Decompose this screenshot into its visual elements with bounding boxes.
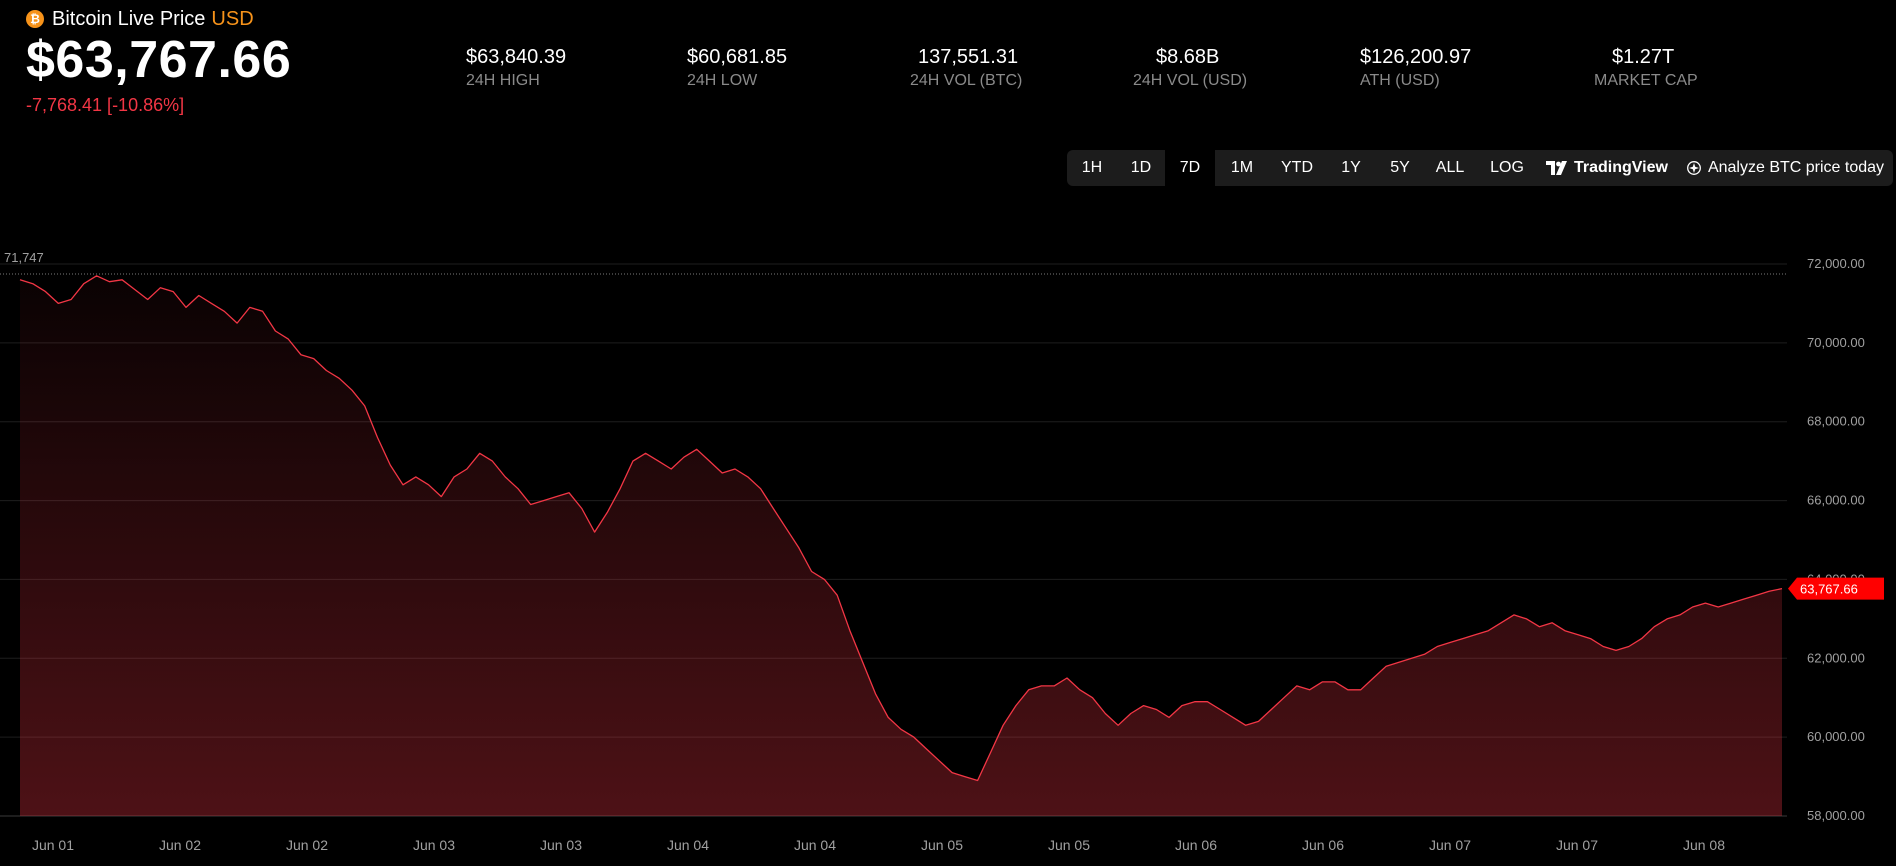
range-1h-button[interactable]: 1H xyxy=(1067,150,1117,186)
stat-ath: $126,200.97 ATH (USD) xyxy=(1360,46,1471,90)
currency-label: USD xyxy=(211,7,254,30)
price-area xyxy=(20,275,1782,816)
stat-24h-low: $60,681.85 24H LOW xyxy=(687,46,787,90)
chart-toolbar: 1H 1D 7D 1M YTD 1Y 5Y ALL LOG TradingVie… xyxy=(1067,150,1893,186)
stat-market-cap: $1.27T MARKET CAP xyxy=(1594,46,1698,90)
stat-24h-vol-btc: 137,551.31 24H VOL (BTC) xyxy=(910,46,1022,90)
x-tick-label: Jun 01 xyxy=(32,837,74,853)
current-price: $63,767.66 xyxy=(26,31,292,89)
stat-value: $1.27T xyxy=(1612,46,1675,68)
price-line xyxy=(19,275,1783,782)
price-change: -7,768.41 [-10.86%] xyxy=(26,95,185,115)
x-tick-label: Jun 06 xyxy=(1302,837,1344,853)
x-tick-label: Jun 07 xyxy=(1429,837,1471,853)
last-price-label: 63,767.66 xyxy=(1800,582,1858,597)
y-tick-label: 62,000.00 xyxy=(1807,650,1865,665)
stat-label: MARKET CAP xyxy=(1594,72,1698,89)
stat-label: 24H VOL (BTC) xyxy=(910,72,1023,89)
stat-label: 24H HIGH xyxy=(466,72,540,89)
title-text: Bitcoin Live Price xyxy=(52,7,206,30)
reference-label: 71,747 xyxy=(4,250,44,265)
last-price-tag xyxy=(1788,577,1884,600)
bitcoin-icon: ₿ xyxy=(26,10,44,28)
stat-24h-high: $63,840.39 24H HIGH xyxy=(466,46,566,90)
x-tick-label: Jun 06 xyxy=(1175,837,1217,853)
analyze-btc-button[interactable]: Analyze BTC price today xyxy=(1677,150,1893,186)
x-tick-label: Jun 08 xyxy=(1683,837,1725,853)
y-tick-label: 70,000.00 xyxy=(1807,335,1865,350)
y-tick-label: 72,000.00 xyxy=(1807,256,1865,271)
range-1m-button[interactable]: 1M xyxy=(1215,150,1269,186)
log-scale-button[interactable]: LOG xyxy=(1477,150,1537,186)
y-tick-label: 60,000.00 xyxy=(1807,729,1865,744)
stat-value: 137,551.31 xyxy=(918,46,1019,68)
analyze-label: Analyze BTC price today xyxy=(1707,159,1885,176)
stat-24h-vol-usd: $8.68B 24H VOL (USD) xyxy=(1133,46,1247,90)
stat-value: $8.68B xyxy=(1156,46,1220,68)
x-tick-label: Jun 02 xyxy=(159,837,201,853)
x-axis: Jun 01 Jun 02 Jun 02 Jun 03 Jun 03 Jun 04 Jun … xyxy=(32,837,1725,853)
range-ytd-button[interactable]: YTD xyxy=(1269,150,1325,186)
tradingview-label: TradingView xyxy=(1574,159,1668,176)
x-tick-label: Jun 03 xyxy=(413,837,455,853)
range-5y-button[interactable]: 5Y xyxy=(1377,150,1423,186)
stat-label: ATH (USD) xyxy=(1360,72,1440,89)
x-tick-label: Jun 04 xyxy=(794,837,836,853)
stat-value: $126,200.97 xyxy=(1360,46,1472,68)
stat-label: 24H LOW xyxy=(687,72,758,89)
y-tick-label: 68,000.00 xyxy=(1807,414,1865,429)
x-tick-label: Jun 03 xyxy=(540,837,582,853)
x-tick-label: Jun 02 xyxy=(286,837,328,853)
range-all-button[interactable]: ALL xyxy=(1423,150,1477,186)
range-1d-button[interactable]: 1D xyxy=(1117,150,1165,186)
stat-value: $63,840.39 xyxy=(466,46,567,68)
x-tick-label: Jun 05 xyxy=(1048,837,1090,853)
tradingview-icon xyxy=(1546,161,1568,175)
y-tick-label: 66,000.00 xyxy=(1807,493,1865,508)
last-price-marker: 63,767.66 xyxy=(1788,577,1884,600)
x-tick-label: Jun 04 xyxy=(667,837,709,853)
range-7d-button[interactable]: 7D xyxy=(1165,150,1215,186)
x-tick-label: Jun 05 xyxy=(921,837,963,853)
y-tick-label: 58,000.00 xyxy=(1807,808,1865,823)
sparkle-icon xyxy=(1687,161,1701,175)
stat-value: $60,681.85 xyxy=(687,46,788,68)
tradingview-button[interactable]: TradingView xyxy=(1537,150,1677,186)
coin-title: ₿ Bitcoin Live Price USD xyxy=(26,6,254,32)
y-axis: 72,000.0070,000.0068,000.0066,000.0064,0… xyxy=(1807,256,1865,823)
range-1y-button[interactable]: 1Y xyxy=(1325,150,1377,186)
x-tick-label: Jun 07 xyxy=(1556,837,1598,853)
price-chart[interactable]: 71,747 72,000.00 70,000.00 68,000.00 66,000… xyxy=(0,200,1896,866)
stat-label: 24H VOL (USD) xyxy=(1133,72,1248,89)
